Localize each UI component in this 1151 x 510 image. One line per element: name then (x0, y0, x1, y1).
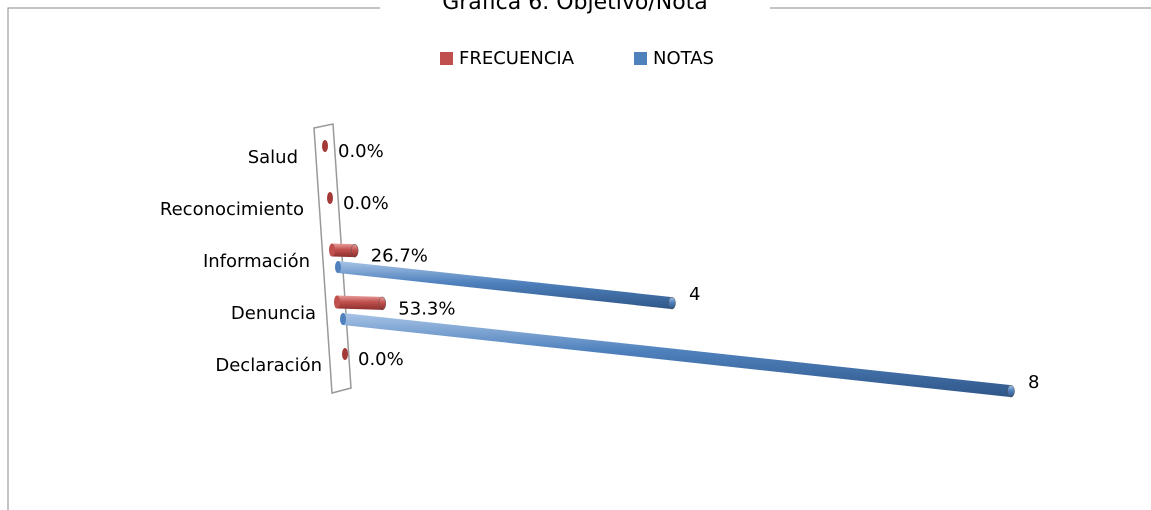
category-label: Declaración (215, 355, 322, 376)
bar-part (327, 192, 333, 204)
bar-part (343, 313, 1011, 398)
category-label: Salud (248, 147, 298, 168)
bar-part (1007, 384, 1015, 398)
bar-part (342, 348, 348, 360)
bar-part (329, 243, 335, 257)
legend-swatch (634, 52, 647, 65)
bar-part (338, 261, 672, 310)
data-label: 0.0% (358, 349, 404, 370)
chart-title: Gráfica 6. Objetivo/Nota (442, 0, 708, 15)
bar-part (332, 243, 355, 258)
bar (322, 140, 328, 152)
bar (329, 243, 359, 258)
legend-label: FRECUENCIA (459, 48, 575, 69)
legend-swatch (440, 52, 453, 65)
bar (340, 313, 1015, 398)
data-label: 26.7% (371, 246, 428, 267)
data-label: 0.0% (343, 193, 389, 214)
chart-frame (7, 7, 1151, 510)
bar (327, 192, 333, 204)
bar-part (322, 140, 328, 152)
bar-part (378, 296, 387, 311)
category-label: Reconocimiento (160, 199, 304, 220)
bar-part (350, 243, 359, 258)
floor-panel (313, 123, 352, 394)
data-label: 0.0% (338, 141, 384, 162)
bar-part (335, 261, 341, 273)
bar (342, 348, 348, 360)
category-label: Información (203, 251, 310, 272)
category-label: Denuncia (231, 303, 316, 324)
data-label: 8 (1028, 372, 1039, 393)
bar (334, 295, 387, 311)
bar-part (340, 313, 346, 325)
title-bg (380, 0, 770, 14)
data-label: 53.3% (398, 298, 455, 319)
bar-part (334, 295, 340, 309)
legend-label: NOTAS (653, 48, 714, 69)
bar (335, 261, 676, 310)
bar-part (668, 296, 676, 310)
data-label: 4 (689, 284, 700, 305)
bar-part (337, 295, 383, 310)
